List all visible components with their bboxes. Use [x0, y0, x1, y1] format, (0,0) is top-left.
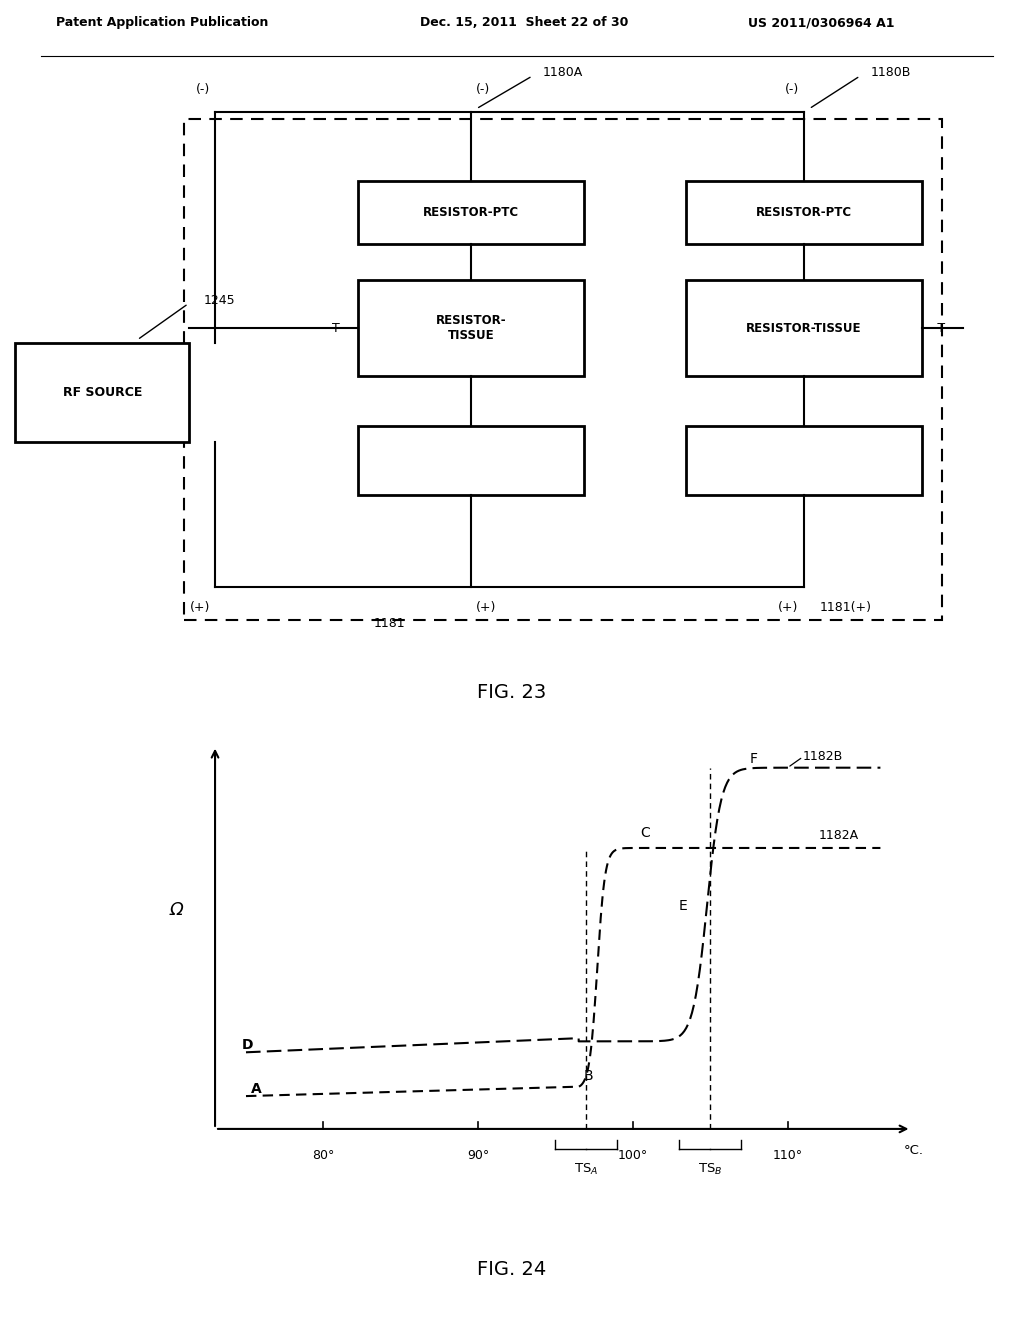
Text: 1180B: 1180B: [870, 66, 910, 79]
Text: RESISTOR-
TISSUE: RESISTOR- TISSUE: [436, 314, 506, 342]
Text: 80°: 80°: [312, 1148, 335, 1162]
Text: 100°: 100°: [617, 1148, 648, 1162]
Bar: [184, 119, 942, 620]
Text: (-): (-): [476, 83, 490, 95]
Text: TS$_A$: TS$_A$: [574, 1162, 599, 1176]
Text: (-): (-): [784, 83, 799, 95]
Text: (+): (+): [189, 601, 210, 614]
Text: °C.: °C.: [903, 1144, 924, 1158]
Bar: [358, 181, 584, 244]
Bar: [358, 425, 584, 495]
Text: RESISTOR-PTC: RESISTOR-PTC: [423, 206, 519, 219]
Text: 1181: 1181: [374, 618, 404, 630]
Text: B: B: [584, 1069, 593, 1082]
Text: T-: T-: [332, 322, 343, 335]
Bar: [358, 280, 584, 376]
Text: RESISTOR-PTC: RESISTOR-PTC: [756, 206, 852, 219]
Text: -T: -T: [934, 322, 945, 335]
Text: C: C: [641, 826, 650, 841]
Text: FIG. 24: FIG. 24: [477, 1261, 547, 1279]
Bar: [686, 280, 922, 376]
Text: (+): (+): [476, 601, 497, 614]
Text: F: F: [750, 751, 758, 766]
Text: RESISTOR-TISSUE: RESISTOR-TISSUE: [746, 322, 861, 335]
Text: (+): (+): [778, 601, 799, 614]
Text: 1181(+): 1181(+): [819, 601, 871, 614]
Text: RF SOURCE: RF SOURCE: [62, 387, 142, 399]
Text: D: D: [243, 1038, 254, 1052]
Text: Ω: Ω: [170, 902, 183, 919]
Text: 110°: 110°: [772, 1148, 803, 1162]
Text: 90°: 90°: [467, 1148, 489, 1162]
Text: Dec. 15, 2011  Sheet 22 of 30: Dec. 15, 2011 Sheet 22 of 30: [420, 16, 628, 29]
Bar: [686, 181, 922, 244]
Text: 1180A: 1180A: [543, 66, 583, 79]
Text: Patent Application Publication: Patent Application Publication: [56, 16, 268, 29]
Bar: [686, 425, 922, 495]
Text: FIG. 23: FIG. 23: [477, 684, 547, 702]
Text: US 2011/0306964 A1: US 2011/0306964 A1: [748, 16, 894, 29]
Text: E: E: [678, 899, 687, 913]
Text: TS$_B$: TS$_B$: [698, 1162, 722, 1176]
Text: 1245: 1245: [204, 294, 236, 306]
Bar: [15, 343, 189, 442]
Text: A: A: [251, 1082, 261, 1096]
Text: (-): (-): [196, 83, 210, 95]
Text: 1182A: 1182A: [818, 829, 859, 842]
Text: 1182B: 1182B: [803, 750, 844, 763]
